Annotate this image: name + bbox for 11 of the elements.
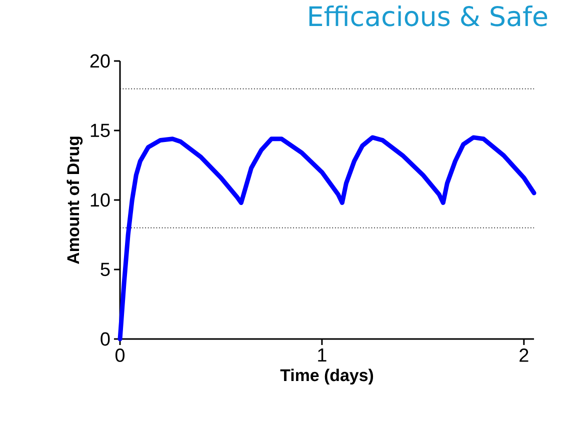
y-tick-label: 20	[90, 54, 110, 68]
y-axis-title: Amount of Drug	[66, 136, 83, 264]
y-tick-label: 5	[100, 262, 110, 276]
chart-title: Efficacious & Safe	[309, 6, 548, 26]
y-tick-label: 15	[90, 124, 110, 138]
y-tick-label: 10	[90, 193, 110, 207]
x-tick-label: 2	[520, 348, 528, 362]
x-axis-title: Time (days)	[280, 368, 374, 385]
x-tick-label: 1	[318, 348, 326, 362]
y-tick-label: 0	[100, 332, 110, 346]
x-tick-label: 0	[115, 348, 125, 362]
